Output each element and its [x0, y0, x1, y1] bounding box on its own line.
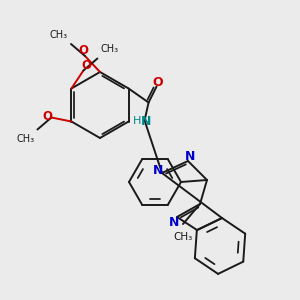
Text: CH₃: CH₃: [173, 232, 193, 242]
Text: CH₃: CH₃: [16, 134, 34, 143]
Text: H: H: [132, 116, 141, 127]
Text: N: N: [140, 115, 151, 128]
Text: O: O: [152, 76, 163, 89]
Text: N: N: [185, 149, 195, 163]
Text: N: N: [169, 215, 179, 229]
Text: O: O: [42, 110, 52, 123]
Text: O: O: [78, 44, 88, 58]
Text: O: O: [81, 59, 92, 72]
Text: N: N: [153, 164, 163, 176]
Text: CH₃: CH₃: [100, 44, 118, 55]
Text: CH₃: CH₃: [50, 30, 68, 40]
